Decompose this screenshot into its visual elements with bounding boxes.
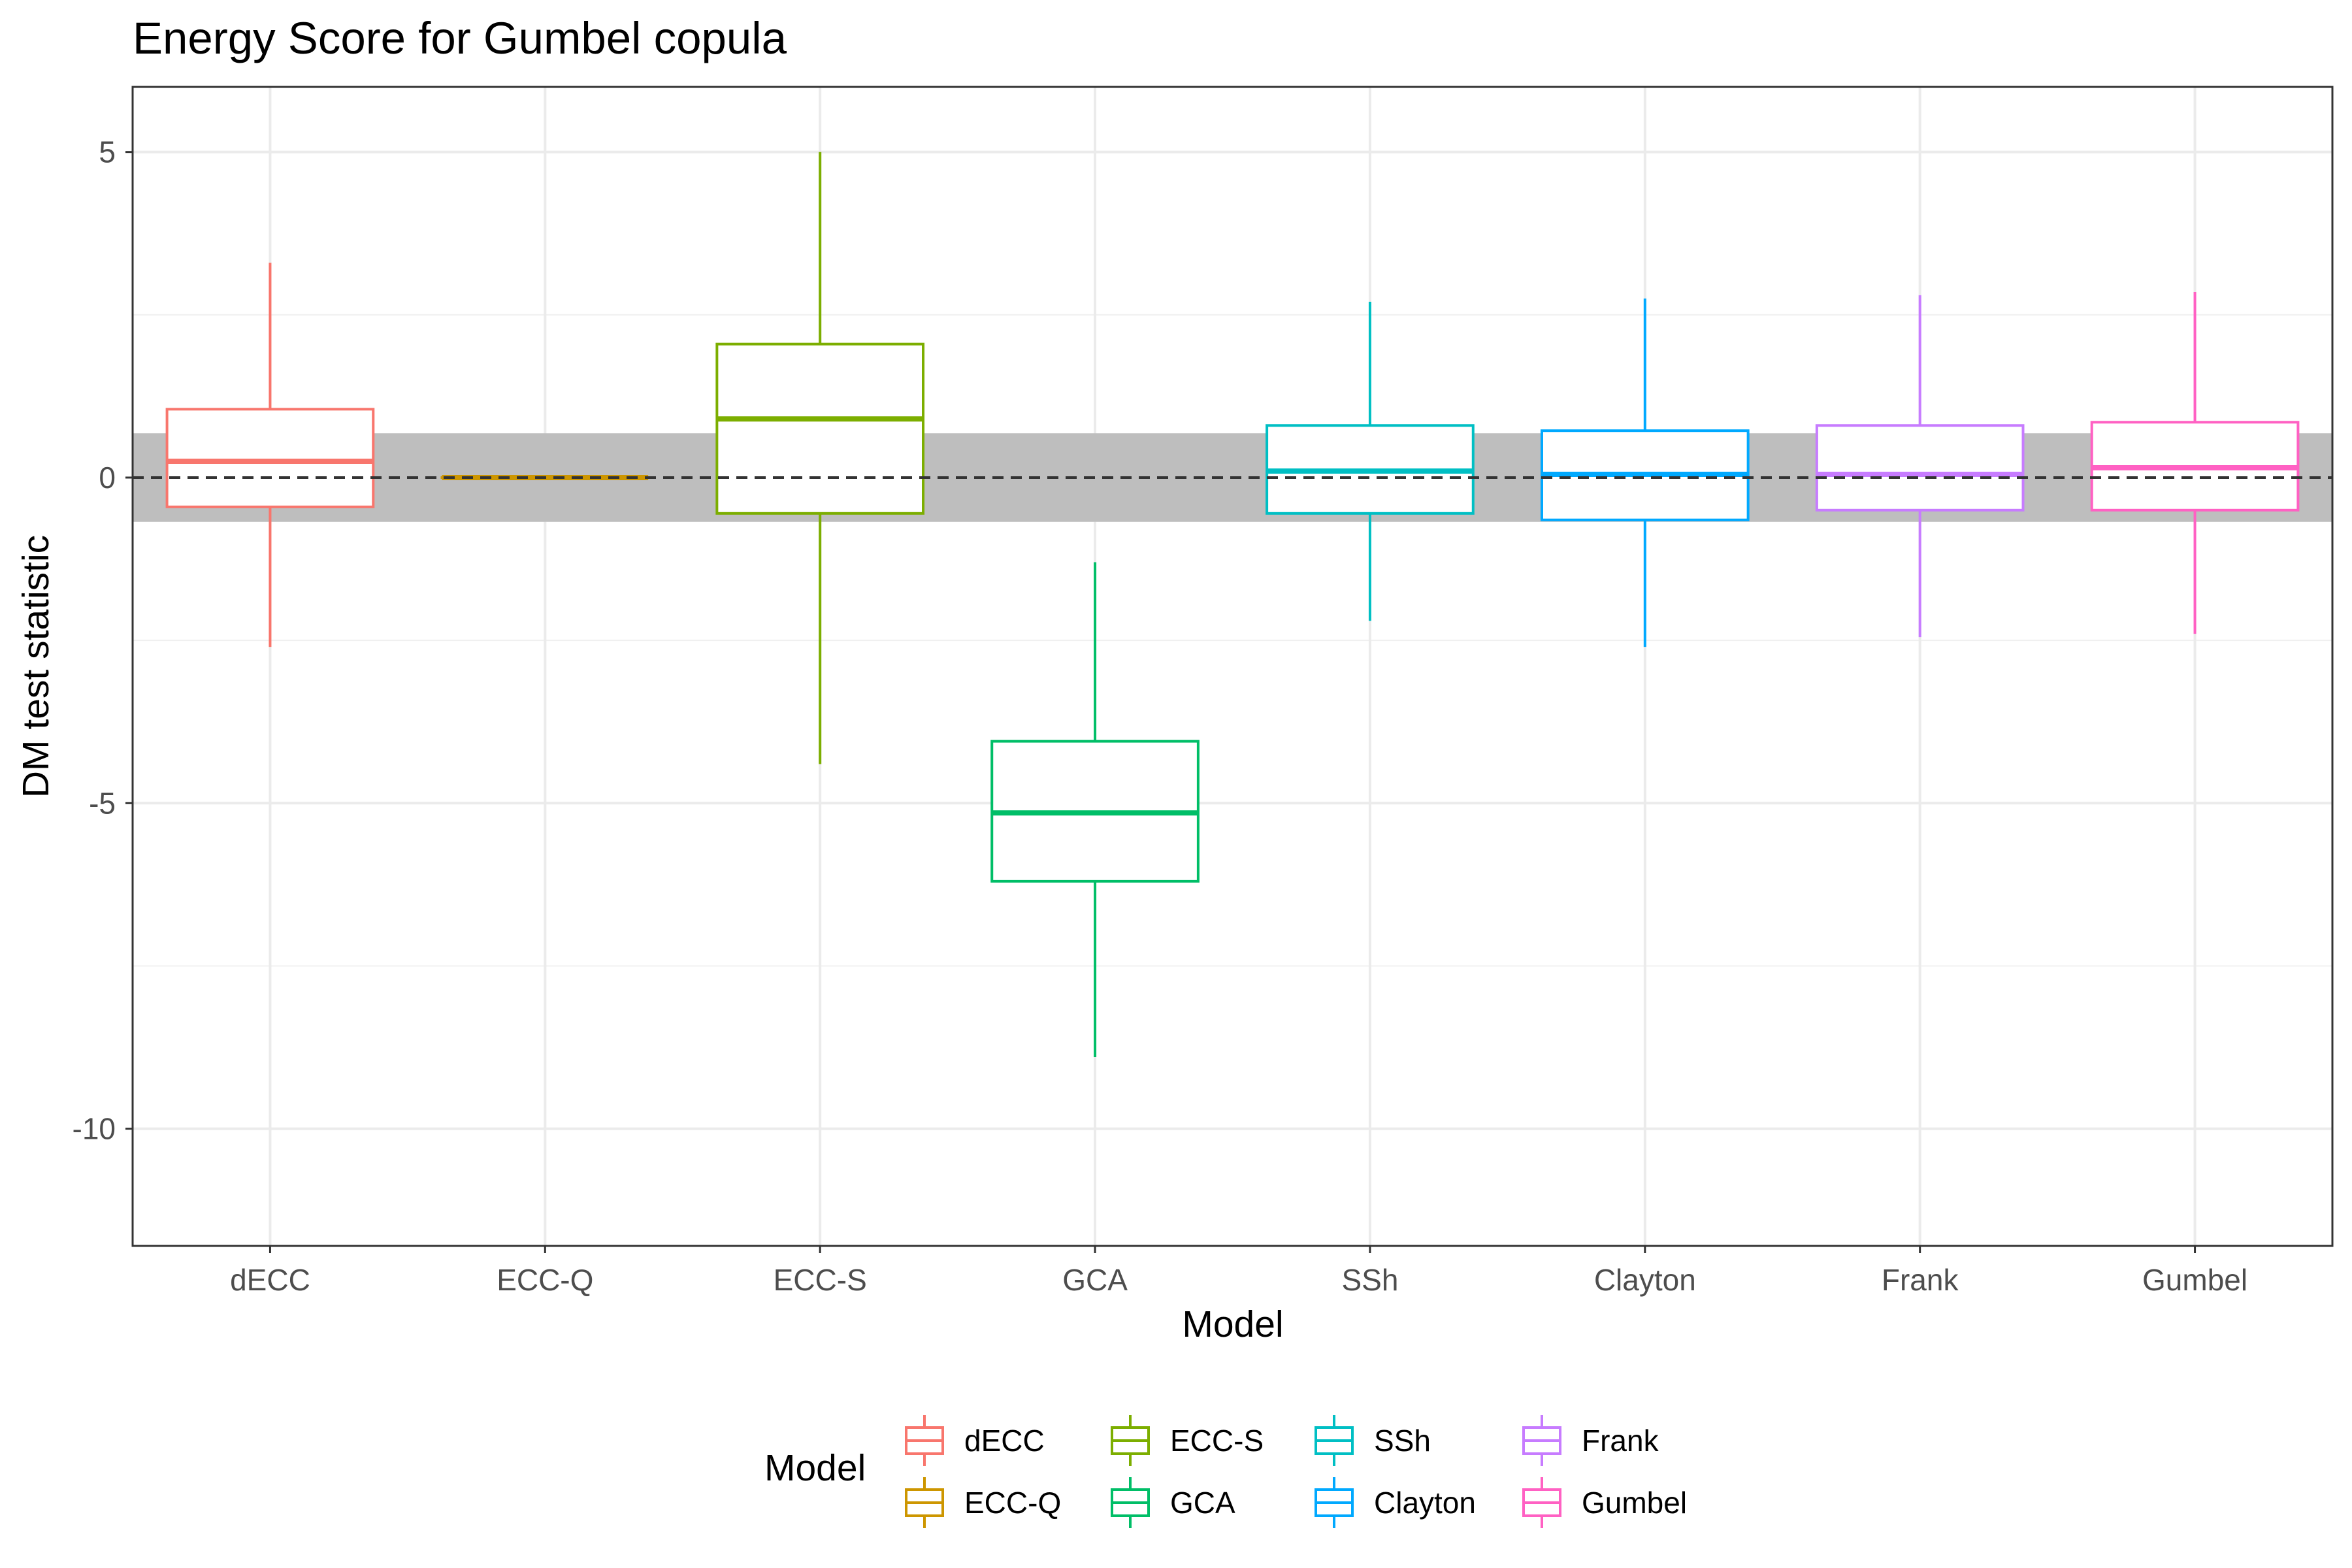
- plot-panel: [133, 87, 2332, 1246]
- box-frank: [1815, 295, 2025, 638]
- legend-label: Gumbel: [1582, 1486, 1687, 1520]
- x-tick-label: ECC-Q: [497, 1263, 593, 1297]
- legend-item-ecc-s: ECC-S: [1111, 1415, 1264, 1466]
- legend-label: Frank: [1582, 1424, 1659, 1458]
- box-body: [165, 408, 375, 508]
- x-tick-label: Gumbel: [2142, 1263, 2247, 1297]
- legend-label: GCA: [1170, 1486, 1235, 1520]
- box-gumbel: [2090, 291, 2300, 634]
- legend-item-frank: Frank: [1522, 1415, 1659, 1466]
- x-tick-label: ECC-S: [774, 1263, 867, 1297]
- x-tick-label: GCA: [1062, 1263, 1128, 1297]
- x-tick-label: SSh: [1341, 1263, 1398, 1297]
- box-gca: [990, 562, 1200, 1057]
- y-tick-label: 5: [99, 135, 116, 169]
- y-axis-title: DM test statistic: [15, 535, 57, 798]
- plot-border: [131, 86, 2334, 1247]
- y-tick-label: -10: [73, 1112, 116, 1146]
- legend-title: Model: [764, 1447, 866, 1489]
- legend-item-ecc-q: ECC-Q: [905, 1477, 1061, 1528]
- x-tick-label: Frank: [1882, 1263, 1959, 1297]
- y-tick-label: 0: [99, 461, 116, 495]
- legend-item-decc: dECC: [905, 1415, 1045, 1466]
- box-body: [715, 342, 925, 515]
- legend-label: dECC: [964, 1424, 1045, 1458]
- x-tick-label: dECC: [230, 1263, 310, 1297]
- x-tick-label: Clayton: [1594, 1263, 1696, 1297]
- legend-label: Clayton: [1374, 1486, 1476, 1520]
- legend: dECC ECC-Q ECC-S GCA SSh Clayton Frank Gumbel: [905, 1415, 1687, 1528]
- legend-item-clayton: Clayton: [1315, 1477, 1476, 1528]
- box-decc: [165, 263, 375, 647]
- legend-label: ECC-S: [1170, 1424, 1264, 1458]
- x-axis-title: Model: [1182, 1303, 1283, 1345]
- legend-item-gumbel: Gumbel: [1522, 1477, 1687, 1528]
- box-body: [1815, 424, 2025, 512]
- box-ecc-s: [715, 152, 925, 764]
- box-ssh: [1266, 301, 1475, 621]
- chart-title: Energy Score for Gumbel copula: [133, 13, 787, 63]
- legend-label: SSh: [1374, 1424, 1431, 1458]
- plot-area: 5 0 -5 -10 dECC ECC-Q ECC-S GCA SSh Clayton Frank G…: [73, 86, 2334, 1297]
- legend-item-gca: GCA: [1111, 1477, 1235, 1528]
- box-clayton: [1540, 298, 1750, 647]
- legend-label: ECC-Q: [964, 1486, 1061, 1520]
- y-tick-label: -5: [89, 786, 116, 820]
- legend-item-ssh: SSh: [1315, 1415, 1431, 1466]
